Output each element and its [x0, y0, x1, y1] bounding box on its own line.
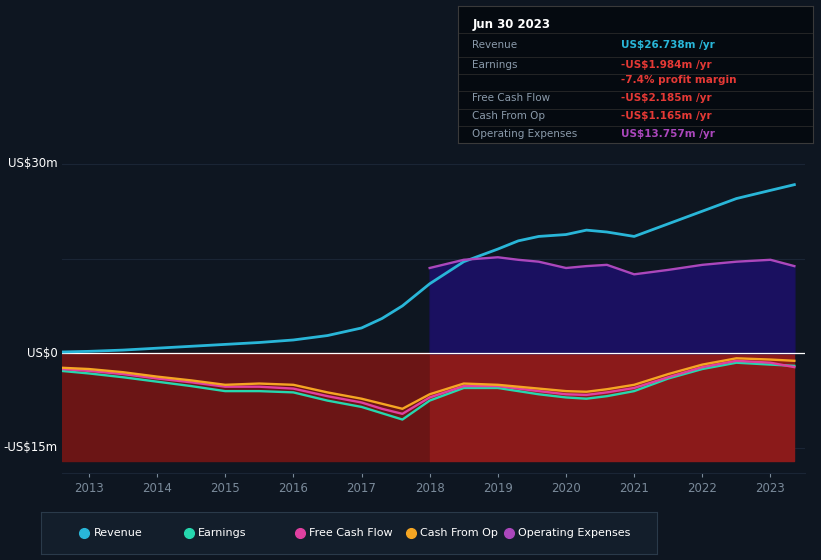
- Text: -US$15m: -US$15m: [4, 441, 57, 455]
- Text: US$0: US$0: [27, 347, 57, 360]
- Text: -7.4% profit margin: -7.4% profit margin: [621, 76, 736, 85]
- Text: Cash From Op: Cash From Op: [420, 529, 498, 538]
- Text: Free Cash Flow: Free Cash Flow: [309, 529, 392, 538]
- Text: Cash From Op: Cash From Op: [472, 111, 545, 121]
- Text: Revenue: Revenue: [472, 40, 517, 50]
- Text: Operating Expenses: Operating Expenses: [472, 129, 577, 139]
- Text: US$30m: US$30m: [8, 157, 57, 170]
- Text: US$26.738m /yr: US$26.738m /yr: [621, 40, 715, 50]
- Text: Earnings: Earnings: [198, 529, 246, 538]
- Text: Revenue: Revenue: [94, 529, 142, 538]
- Text: -US$2.185m /yr: -US$2.185m /yr: [621, 93, 712, 103]
- Text: -US$1.165m /yr: -US$1.165m /yr: [621, 111, 712, 121]
- Text: Earnings: Earnings: [472, 60, 518, 71]
- Text: Free Cash Flow: Free Cash Flow: [472, 93, 550, 103]
- Text: Jun 30 2023: Jun 30 2023: [472, 18, 550, 31]
- Text: -US$1.984m /yr: -US$1.984m /yr: [621, 60, 712, 71]
- Text: US$13.757m /yr: US$13.757m /yr: [621, 129, 715, 139]
- Text: Operating Expenses: Operating Expenses: [518, 529, 631, 538]
